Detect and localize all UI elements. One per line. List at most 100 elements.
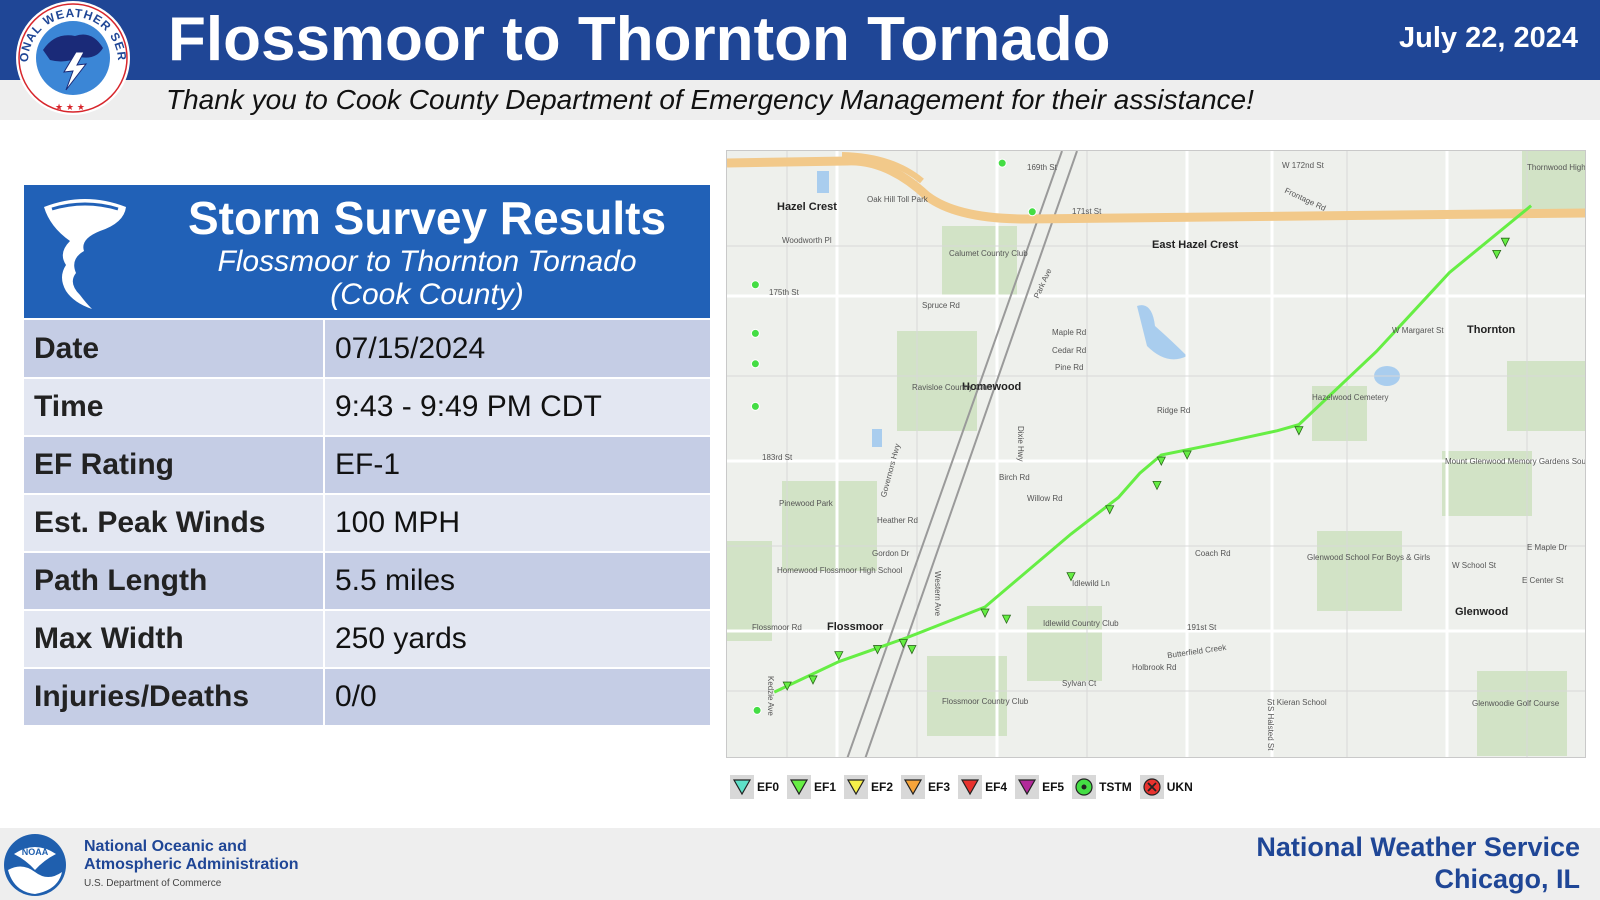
map-street-label: 183rd St bbox=[762, 453, 793, 462]
ef1-damage-marker[interactable] bbox=[872, 645, 883, 655]
map-landmark-label: Pinewood Park bbox=[779, 499, 833, 508]
table-row: EF Rating EF-1 bbox=[24, 436, 710, 495]
noaa-name-line2: Atmospheric Administration bbox=[84, 856, 299, 873]
table-row: Max Width 250 yards bbox=[24, 610, 710, 669]
nws-logo-icon: NATIONAL WEATHER SERVICE ★ ★ ★ bbox=[10, 0, 130, 115]
ef1-damage-marker[interactable] bbox=[1500, 237, 1510, 248]
row-value: 9:43 - 9:49 PM CDT bbox=[324, 378, 710, 437]
triangle-icon bbox=[961, 779, 980, 796]
legend-label: EF1 bbox=[814, 780, 837, 794]
ef1-damage-marker[interactable] bbox=[1001, 614, 1012, 625]
legend-item-ukn: UKN bbox=[1139, 775, 1193, 799]
map-street-label: Flossmoor Rd bbox=[752, 623, 802, 632]
map-place-label: Hazel Crest bbox=[777, 201, 837, 213]
nws-office-name: National Weather Service bbox=[1256, 832, 1580, 862]
highway-i80 bbox=[727, 156, 1585, 224]
tstm-damage-marker[interactable] bbox=[750, 359, 760, 369]
map-place-label: Glenwood bbox=[1455, 606, 1509, 618]
map-street-label: 191st St bbox=[1187, 623, 1217, 632]
ef1-damage-marker[interactable] bbox=[1066, 572, 1076, 582]
map-street-label: Maple Rd bbox=[1052, 328, 1087, 337]
acknowledgement-text: Thank you to Cook County Department of E… bbox=[166, 84, 1254, 115]
map-street-label: Sylvan Ct bbox=[1062, 679, 1097, 688]
tstm-damage-marker[interactable] bbox=[1027, 207, 1037, 217]
map-street-label: Woodworth Pl bbox=[782, 236, 832, 245]
map-street-label: Western Ave bbox=[933, 571, 942, 617]
legend-label: UKN bbox=[1166, 780, 1193, 794]
map-landmark-label: Glenwood School For Boys & Girls bbox=[1307, 553, 1431, 562]
ef1-damage-marker[interactable] bbox=[1156, 456, 1166, 466]
triangle-icon bbox=[732, 779, 752, 796]
tornado-track-map[interactable]: Hazel Crest East Hazel Crest Homewood Th… bbox=[726, 150, 1586, 758]
tstm-damage-marker[interactable] bbox=[997, 158, 1007, 168]
ef1-damage-marker[interactable] bbox=[1152, 480, 1162, 491]
ef1-damage-marker[interactable] bbox=[980, 608, 990, 618]
tstm-damage-marker[interactable] bbox=[750, 401, 760, 411]
ef1-damage-marker[interactable] bbox=[1294, 426, 1304, 436]
map-place-label: East Hazel Crest bbox=[1152, 239, 1239, 251]
legend-label: EF4 bbox=[985, 780, 1008, 794]
tstm-damage-marker[interactable] bbox=[750, 280, 760, 290]
map-landmark-label: Flossmoor Country Club bbox=[942, 697, 1029, 706]
table-row: Time 9:43 - 9:49 PM CDT bbox=[24, 378, 710, 437]
ef1-damage-marker[interactable] bbox=[1492, 249, 1502, 260]
ef1-damage-marker[interactable] bbox=[782, 681, 792, 691]
minor-streets bbox=[727, 151, 1585, 757]
legend-item-ef1: EF1 bbox=[787, 775, 836, 799]
header-date: July 22, 2024 bbox=[1399, 22, 1578, 54]
tstm-damage-marker[interactable] bbox=[752, 705, 762, 715]
legend-label: TSTM bbox=[1099, 780, 1132, 794]
nws-office-location: Chicago, IL bbox=[1434, 864, 1580, 894]
legend-item-tstm: TSTM bbox=[1072, 775, 1132, 799]
legend-label: EF5 bbox=[1042, 780, 1065, 794]
map-place-label: Thornton bbox=[1467, 324, 1516, 336]
map-street-label: Dixie Hwy bbox=[1016, 426, 1025, 462]
map-street-label: Kedzie Ave bbox=[766, 676, 775, 716]
map-street-label: 169th St bbox=[1027, 163, 1057, 172]
legend-item-ef2: EF2 bbox=[844, 775, 893, 799]
tornado-track-line bbox=[773, 204, 1533, 694]
map-landmark-label: Thornwood High School bbox=[1527, 163, 1586, 172]
water-areas bbox=[817, 171, 1400, 447]
map-place-label: Homewood bbox=[962, 381, 1022, 393]
map-landmark-label: Hazelwood Cemetery bbox=[1312, 393, 1389, 402]
row-label: Time bbox=[24, 378, 325, 437]
table-row: Injuries/Deaths 0/0 bbox=[24, 668, 710, 727]
map-street-label: Spruce Rd bbox=[922, 301, 960, 310]
survey-subtitle-line2: (Cook County) bbox=[330, 278, 524, 311]
row-value: 250 yards bbox=[324, 610, 710, 669]
ef1-damage-marker[interactable] bbox=[834, 651, 844, 661]
legend-label: EF0 bbox=[757, 780, 780, 794]
tornado-icon bbox=[44, 199, 126, 309]
map-landmark-label: Mount Glenwood Memory Gardens South bbox=[1445, 457, 1585, 466]
map-street-label: E Center St bbox=[1522, 576, 1564, 585]
noaa-logo-text: NOAA bbox=[22, 847, 49, 857]
subtitle-band bbox=[0, 80, 1600, 120]
map-landmark-label: Homewood Flossmoor High School bbox=[777, 566, 903, 575]
map-street-label: Pine Rd bbox=[1055, 363, 1084, 372]
ef1-damage-marker[interactable] bbox=[808, 675, 818, 685]
ef1-damage-marker[interactable] bbox=[1105, 505, 1115, 515]
ef1-damage-marker[interactable] bbox=[898, 639, 908, 649]
survey-title: Storm Survey Results bbox=[187, 192, 667, 244]
x-circle-icon bbox=[1143, 778, 1161, 796]
map-landmark-label: Calumet Country Club bbox=[949, 249, 1028, 258]
tstm-damage-marker[interactable] bbox=[750, 328, 760, 338]
map-street-label: 171st St bbox=[1072, 207, 1102, 216]
map-street-label: Willow Rd bbox=[1027, 494, 1063, 503]
map-place-label: Flossmoor bbox=[827, 621, 884, 633]
legend-item-ef5: EF5 bbox=[1015, 775, 1064, 799]
ef1-damage-marker[interactable] bbox=[1182, 450, 1192, 460]
ef1-damage-marker[interactable] bbox=[907, 645, 917, 655]
map-street-label: 175th St bbox=[769, 288, 799, 297]
map-landmark-label: Glenwoodie Golf Course bbox=[1472, 699, 1560, 708]
map-street-label: S Halsted St bbox=[1266, 706, 1275, 751]
map-landmark-label: Oak Hill Toll Park bbox=[867, 195, 928, 204]
noaa-department: U.S. Department of Commerce bbox=[84, 878, 222, 889]
legend-label: EF3 bbox=[928, 780, 951, 794]
map-landmark-label: Idlewild Country Club bbox=[1043, 619, 1119, 628]
map-canvas bbox=[727, 151, 1585, 757]
map-street-label: Cedar Rd bbox=[1052, 346, 1087, 355]
map-street-label: Idlewild Ln bbox=[1072, 579, 1110, 588]
ef-legend: EF0 EF1 EF2 EF3 EF4 EF5 TSTM UKN bbox=[730, 772, 1201, 802]
